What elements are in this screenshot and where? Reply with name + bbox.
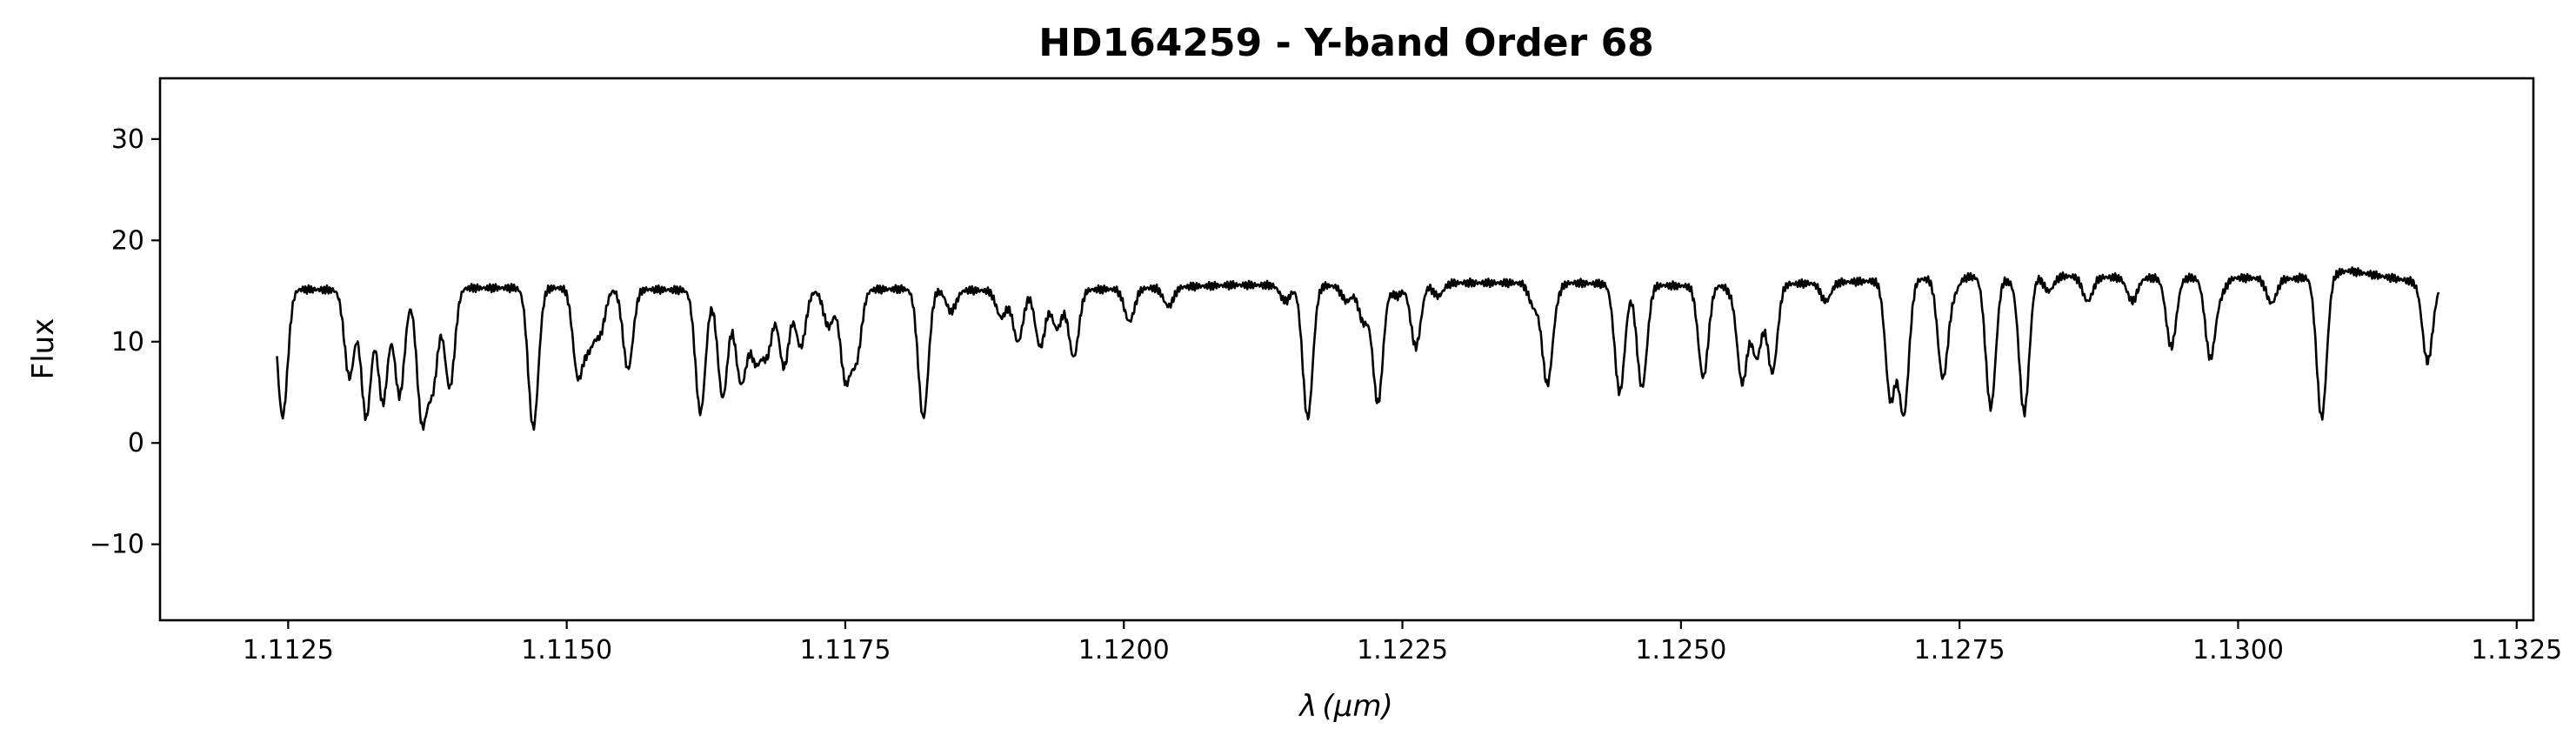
y-tick-label: −10 xyxy=(90,530,144,560)
x-tick-label: 1.1125 xyxy=(243,635,334,665)
x-axis-label: λ (μm) xyxy=(1298,689,1392,724)
y-tick-label: 0 xyxy=(128,428,144,458)
x-tick-label: 1.1175 xyxy=(799,635,891,665)
chart-title: HD164259 - Y-band Order 68 xyxy=(1038,21,1654,65)
plot-area xyxy=(276,266,2440,431)
y-tick-label: 20 xyxy=(111,225,144,256)
x-axis-label-symbol: λ xyxy=(1298,689,1317,724)
x-axis: 1.1125 1.1150 1.1175 1.1200 1.1225 1.1250 1.12… xyxy=(243,620,2562,665)
y-axis: −10 0 10 20 30 xyxy=(90,124,160,560)
x-tick-label: 1.1250 xyxy=(1635,635,1726,665)
x-tick-label: 1.1150 xyxy=(521,635,612,665)
y-tick-label: 30 xyxy=(111,124,144,155)
x-tick-label: 1.1325 xyxy=(2471,635,2562,665)
x-tick-label: 1.1200 xyxy=(1078,635,1170,665)
x-tick-label: 1.1225 xyxy=(1357,635,1448,665)
axes-frame xyxy=(158,77,2535,622)
x-tick-label: 1.1300 xyxy=(2192,635,2284,665)
y-tick-label: 10 xyxy=(111,327,144,358)
x-axis-label-unit: (μm) xyxy=(1322,689,1392,724)
spectrum-line xyxy=(276,266,2440,431)
y-axis-label: Flux xyxy=(26,318,61,380)
x-tick-label: 1.1275 xyxy=(1914,635,2005,665)
